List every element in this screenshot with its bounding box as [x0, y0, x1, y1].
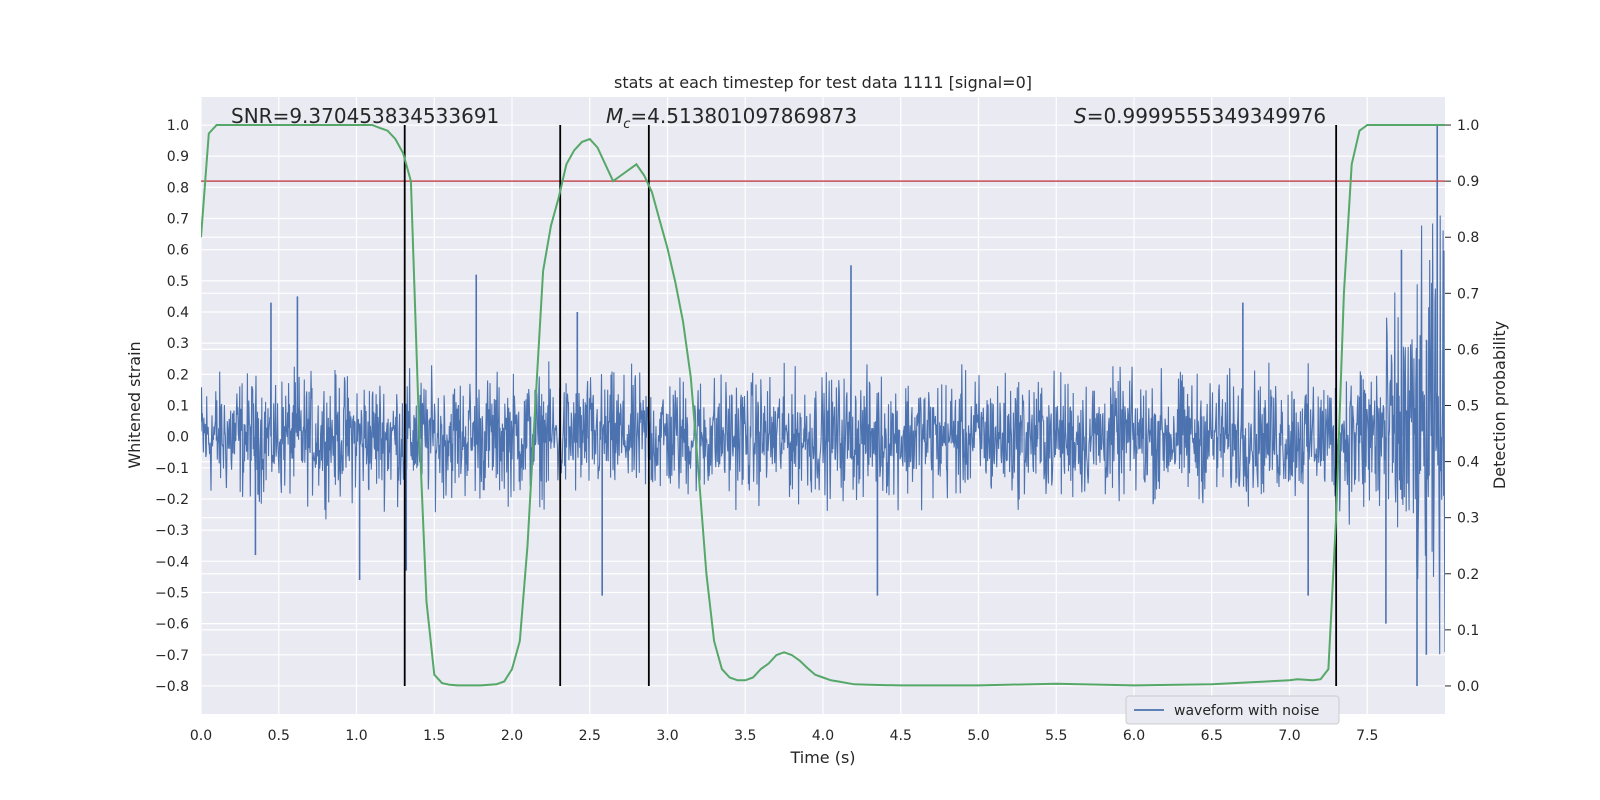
y-left-tick-label: 0.2	[167, 367, 189, 383]
y-left-tick-label: −0.7	[155, 648, 189, 664]
y-right-tick-label: 0.5	[1457, 399, 1479, 415]
y-left-tick-label: −0.6	[155, 617, 189, 633]
y-axis-right-label: Detection probability	[1490, 321, 1509, 489]
y-left-tick-label: −0.8	[155, 679, 189, 695]
y-left-tick-label: 0.1	[167, 399, 189, 415]
y-right-tick-label: 0.0	[1457, 679, 1479, 695]
y-right-tick-label: 0.6	[1457, 342, 1479, 358]
detection-probability-line	[201, 124, 1445, 687]
x-axis-label: Time (s)	[789, 748, 855, 767]
y-left-tick-label: 0.3	[167, 336, 189, 352]
x-tick-label: 0.5	[268, 728, 290, 744]
y-right-tick-label: 1.0	[1457, 118, 1479, 134]
x-tick-label: 1.0	[345, 728, 367, 744]
x-tick-label: 3.5	[734, 728, 756, 744]
snr-label: SNR	[231, 104, 273, 128]
vertical-markers	[403, 125, 1338, 686]
y-left-tick-label: −0.1	[155, 461, 189, 477]
s-value: =0.9999555349349976	[1087, 104, 1326, 128]
y-right-tick-label: 0.3	[1457, 511, 1479, 527]
mc-label: M	[606, 104, 623, 128]
y-axis-left-label: Whitened strain	[125, 341, 144, 468]
y-right-tick-label: 0.2	[1457, 567, 1479, 583]
x-tick-label: 5.0	[967, 728, 989, 744]
mc-subscript: c	[623, 117, 630, 132]
y-right-tick-labels: 1.0 0.9 0.8 0.7 0.6 0.5 0.4 0.3 0.2 0.1 0.0	[1445, 118, 1479, 695]
snr-annotation: SNR=9.370453834533691	[231, 104, 499, 128]
x-tick-label: 6.0	[1123, 728, 1145, 744]
mc-value: =4.513801097869873	[630, 104, 857, 128]
x-tick-label: 2.0	[501, 728, 523, 744]
x-tick-label: 1.5	[423, 728, 445, 744]
y-right-tick-label: 0.1	[1457, 623, 1479, 639]
x-tick-label: 6.5	[1201, 728, 1223, 744]
legend-label: waveform with noise	[1174, 703, 1319, 719]
waveform-line	[201, 215, 1445, 655]
y-left-tick-label: −0.5	[155, 585, 189, 601]
y-left-tick-label: 1.0	[167, 118, 189, 134]
y-left-tick-label: 0.8	[167, 180, 189, 196]
x-tick-label: 5.5	[1045, 728, 1067, 744]
y-left-tick-label: 0.7	[167, 212, 189, 228]
y-left-tick-label: −0.4	[155, 554, 189, 570]
y-left-tick-label: −0.3	[155, 523, 189, 539]
y-right-tick-label: 0.9	[1457, 174, 1479, 190]
x-tick-label: 7.5	[1356, 728, 1378, 744]
y-left-tick-label: 0.0	[167, 430, 189, 446]
legend: waveform with noise	[1125, 695, 1340, 725]
x-tick-label: 7.0	[1278, 728, 1300, 744]
x-tick-labels: 0.0 0.5 1.0 1.5 2.0 2.5 3.0 3.5 4.0 4.5 5.0 5.5 6.0 6…	[190, 728, 1379, 744]
chart-title: stats at each timestep for test data 111…	[614, 73, 1032, 92]
x-tick-label: 4.0	[812, 728, 834, 744]
snr-value: =9.370453834533691	[273, 104, 500, 128]
s-annotation: S=0.9999555349349976	[1074, 104, 1326, 128]
y-left-tick-label: 0.5	[167, 274, 189, 290]
mc-annotation: Mc=4.513801097869873	[606, 104, 857, 132]
y-left-tick-label: 0.4	[167, 305, 189, 321]
y-left-tick-label: −0.2	[155, 492, 189, 508]
y-left-tick-label: 0.9	[167, 149, 189, 165]
waveform-spikes	[254, 125, 1439, 686]
y-right-tick-label: 0.7	[1457, 286, 1479, 302]
s-label: S	[1074, 104, 1087, 128]
y-left-tick-label: 0.6	[167, 243, 189, 259]
y-left-tick-labels: 1.0 0.9 0.8 0.7 0.6 0.5 0.4 0.3 0.2 0.1 0.0 −0.1 −0.…	[155, 118, 189, 695]
x-tick-label: 4.5	[890, 728, 912, 744]
x-tick-label: 3.0	[656, 728, 678, 744]
y-right-tick-label: 0.4	[1457, 455, 1479, 471]
y-right-tick-label: 0.8	[1457, 230, 1479, 246]
x-tick-label: 2.5	[579, 728, 601, 744]
x-tick-label: 0.0	[190, 728, 212, 744]
legend-box	[1125, 695, 1340, 725]
